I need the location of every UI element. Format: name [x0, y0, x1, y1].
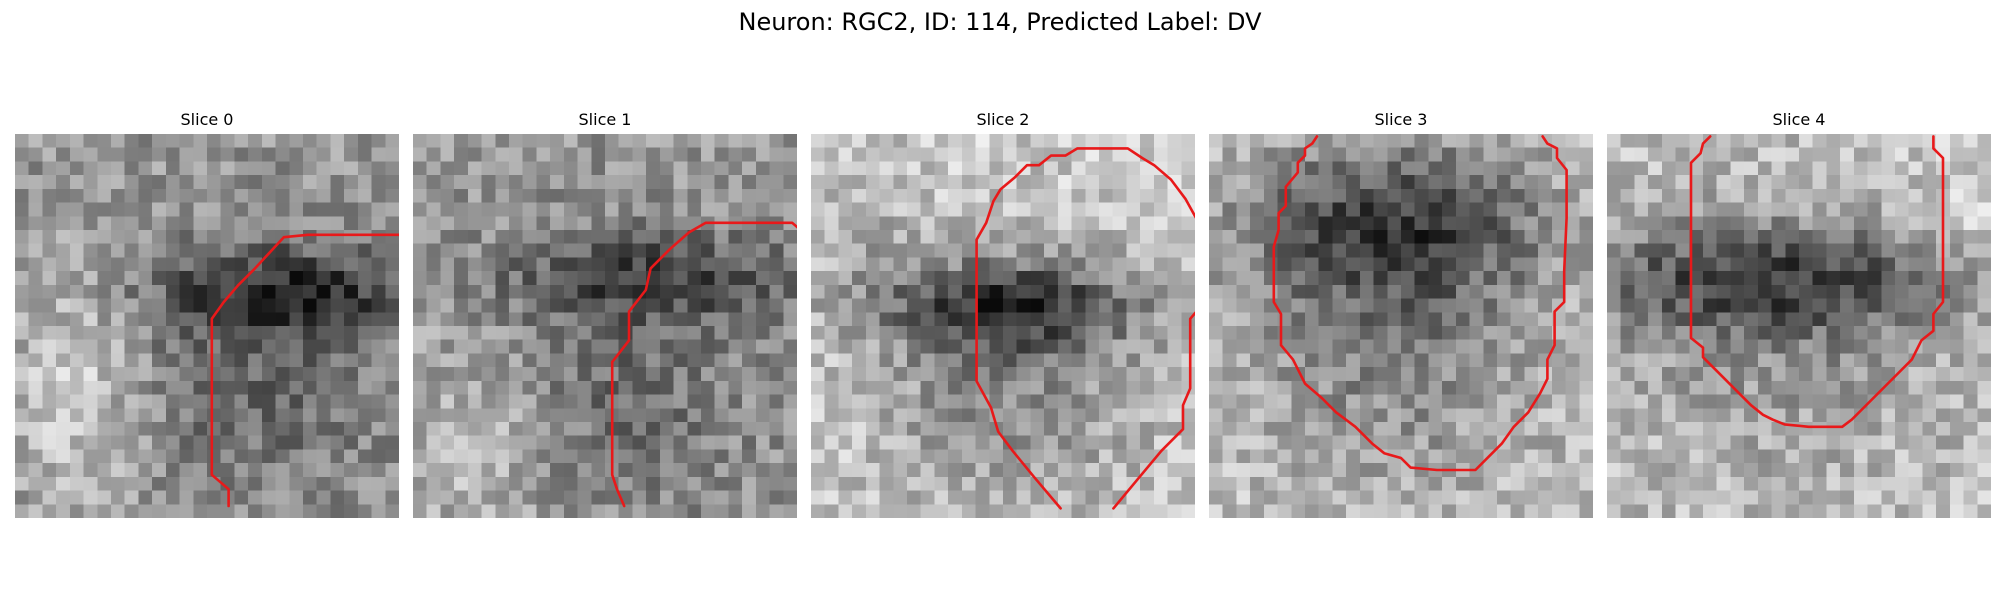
- slice-image: [413, 134, 797, 518]
- slice-micrograph: [15, 134, 399, 518]
- cell-contour: [413, 134, 797, 518]
- slice-panel-4: Slice 4: [1607, 108, 1991, 518]
- slice-micrograph: [1607, 134, 1991, 518]
- slice-title: Slice 2: [976, 110, 1030, 129]
- slice-panel-1: Slice 1: [413, 108, 797, 518]
- slice-title: Slice 3: [1374, 110, 1428, 129]
- cell-contour: [15, 134, 399, 518]
- slice-image: [15, 134, 399, 518]
- slice-panel-3: Slice 3: [1209, 108, 1593, 518]
- slice-micrograph: [1209, 134, 1593, 518]
- slice-panel-2: Slice 2: [811, 108, 1195, 518]
- slice-title: Slice 1: [578, 110, 632, 129]
- slice-image: [811, 134, 1195, 518]
- cell-contour: [1209, 134, 1593, 518]
- slice-panel-0: Slice 0: [15, 108, 399, 518]
- slice-micrograph: [413, 134, 797, 518]
- slice-title: Slice 0: [180, 110, 234, 129]
- slice-title: Slice 4: [1772, 110, 1826, 129]
- figure-title: Neuron: RGC2, ID: 114, Predicted Label: …: [738, 8, 1262, 36]
- slice-micrograph: [811, 134, 1195, 518]
- cell-contour: [1607, 134, 1991, 518]
- slice-image: [1209, 134, 1593, 518]
- cell-contour: [811, 134, 1195, 518]
- slice-image: [1607, 134, 1991, 518]
